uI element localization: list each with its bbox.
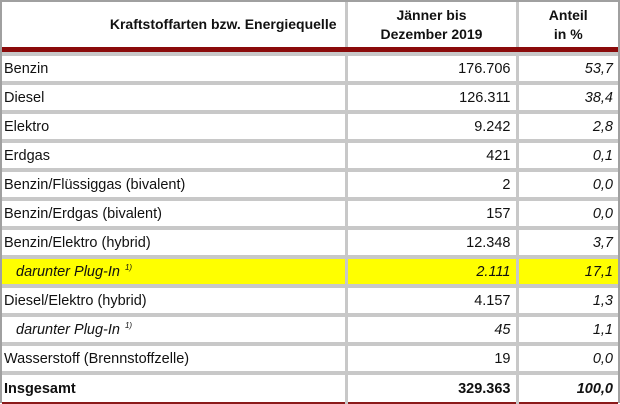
- row-value: 176.706: [346, 54, 519, 85]
- row-value: 12.348: [346, 228, 519, 259]
- row-share: 0,1: [517, 141, 618, 172]
- table-row: Benzin 176.706 53,7: [2, 54, 618, 85]
- table-row: darunter Plug-In 1) 45 1,1: [2, 315, 618, 346]
- row-label: Benzin/Erdgas (bivalent): [2, 199, 348, 230]
- row-share: 53,7: [517, 54, 618, 85]
- row-label: Wasserstoff (Brennstoffzelle): [2, 344, 348, 375]
- table-row: Benzin/Elektro (hybrid) 12.348 3,7: [2, 228, 618, 259]
- row-value: 19: [346, 344, 519, 375]
- row-value: 4.157: [346, 286, 519, 317]
- header-rule: [2, 47, 618, 56]
- row-value: 2.111: [346, 257, 519, 288]
- row-value: 421: [346, 141, 519, 172]
- table-row: Diesel/Elektro (hybrid) 4.157 1,3: [2, 286, 618, 317]
- row-value: 2: [346, 170, 519, 201]
- row-label: Erdgas: [2, 141, 348, 172]
- table-row: Elektro 9.242 2,8: [2, 112, 618, 143]
- table-row: Wasserstoff (Brennstoffzelle) 19 0,0: [2, 344, 618, 375]
- total-share: 100,0: [517, 373, 618, 404]
- table-body: Benzin 176.706 53,7 Diesel 126.311 38,4 Elek…: [2, 54, 618, 404]
- row-share: 1,1: [517, 315, 618, 346]
- total-row: Insgesamt 329.363 100,0: [2, 373, 618, 404]
- footnote-marker: 1): [124, 263, 133, 272]
- header-fuel-type: Kraftstoffarten bzw. Energiequelle: [2, 2, 348, 47]
- header-share: Anteil in %: [517, 2, 618, 47]
- table-row-highlighted: darunter Plug-In 1) 2.111 17,1: [2, 257, 618, 288]
- row-label: darunter Plug-In 1): [2, 315, 348, 346]
- row-label: Diesel/Elektro (hybrid): [2, 286, 348, 317]
- row-label: Benzin/Elektro (hybrid): [2, 228, 348, 259]
- row-label: Benzin: [2, 54, 348, 85]
- table-row: Erdgas 421 0,1: [2, 141, 618, 172]
- table-row: Diesel 126.311 38,4: [2, 83, 618, 114]
- header-rule-bar: [2, 47, 618, 56]
- table-row: Benzin/Flüssiggas (bivalent) 2 0,0: [2, 170, 618, 201]
- row-share: 2,8: [517, 112, 618, 143]
- total-value: 329.363: [346, 373, 519, 404]
- footnote-marker: 1): [124, 321, 133, 330]
- row-share: 0,0: [517, 199, 618, 230]
- header-period-line2: Dezember 2019: [380, 25, 483, 42]
- row-share: 0,0: [517, 344, 618, 375]
- header-share-line2: in %: [553, 25, 583, 42]
- header-share-line1: Anteil: [548, 6, 588, 23]
- table-row: Benzin/Erdgas (bivalent) 157 0,0: [2, 199, 618, 230]
- row-value: 9.242: [346, 112, 519, 143]
- row-share: 3,7: [517, 228, 618, 259]
- row-label: Diesel: [2, 83, 348, 114]
- header-period: Jänner bis Dezember 2019: [346, 2, 519, 47]
- total-label: Insgesamt: [2, 373, 348, 404]
- row-share: 1,3: [517, 286, 618, 317]
- row-value: 45: [346, 315, 519, 346]
- row-label-text: darunter Plug-In: [16, 322, 120, 338]
- row-value: 126.311: [346, 83, 519, 114]
- row-share: 38,4: [517, 83, 618, 114]
- row-share: 17,1: [517, 257, 618, 288]
- row-label-text: darunter Plug-In: [16, 264, 120, 280]
- row-share: 0,0: [517, 170, 618, 201]
- row-value: 157: [346, 199, 519, 230]
- header-period-line1: Jänner bis: [396, 6, 467, 23]
- row-label: darunter Plug-In 1): [2, 257, 348, 288]
- header-row: Kraftstoffarten bzw. Energiequelle Jänne…: [2, 2, 618, 47]
- row-label: Benzin/Flüssiggas (bivalent): [2, 170, 348, 201]
- row-label: Elektro: [2, 112, 348, 143]
